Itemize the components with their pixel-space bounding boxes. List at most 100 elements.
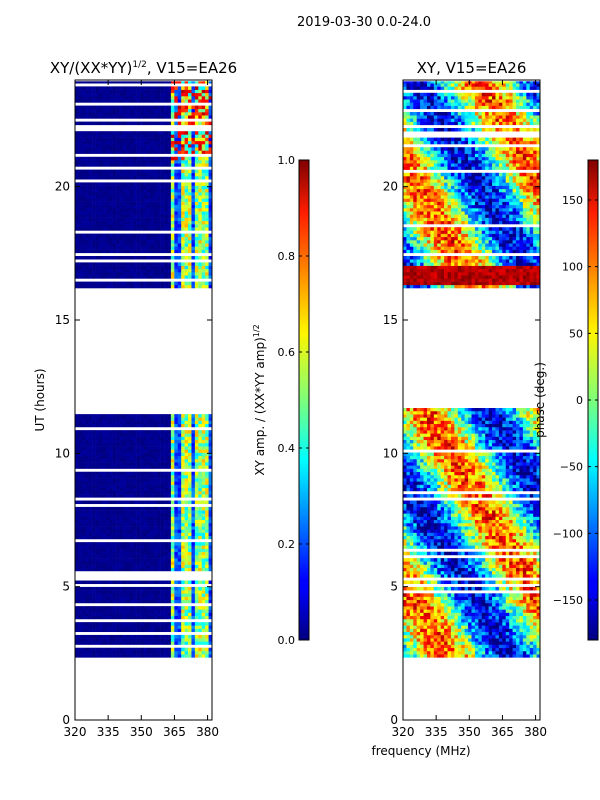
heatmap-cell xyxy=(122,246,127,250)
heatmap-cell xyxy=(85,612,89,617)
heatmap-cell xyxy=(150,414,155,418)
heatmap-cell xyxy=(95,650,100,655)
heatmap-cell xyxy=(150,580,155,585)
heatmap-cell xyxy=(112,224,117,228)
heatmap-cell xyxy=(95,506,100,511)
heatmap-cell xyxy=(184,529,189,533)
heatmap-cell xyxy=(105,236,110,241)
heatmap-cell xyxy=(143,134,148,138)
heatmap-cell xyxy=(88,487,93,492)
heatmap-cell xyxy=(85,471,89,476)
heatmap-cell xyxy=(444,634,448,639)
heatmap-cell xyxy=(188,224,192,228)
heatmap-cell xyxy=(164,281,168,286)
heatmap-cell xyxy=(126,638,131,642)
heatmap-cell xyxy=(481,650,486,655)
heatmap-cell xyxy=(98,265,103,270)
heatmap-cell xyxy=(194,590,199,594)
heatmap-cell xyxy=(205,554,209,559)
heatmap-cell xyxy=(126,634,131,639)
heatmap-cell xyxy=(170,513,175,517)
heatmap-cell xyxy=(102,430,107,434)
heatmap-cell xyxy=(136,112,141,116)
heatmap-cell xyxy=(533,634,537,639)
heatmap-cell xyxy=(474,644,479,649)
heatmap-cell xyxy=(177,112,182,116)
heatmap-cell xyxy=(184,137,189,142)
heatmap-cell xyxy=(184,567,189,572)
heatmap-cell xyxy=(119,596,124,601)
heatmap-cell xyxy=(129,446,134,450)
heatmap-cell xyxy=(81,500,86,505)
heatmap-cell xyxy=(81,281,86,286)
heatmap-cell xyxy=(75,612,79,617)
heatmap-cell xyxy=(170,647,175,652)
heatmap-cell xyxy=(201,217,206,222)
heatmap-cell xyxy=(85,462,89,466)
heatmap-cell xyxy=(78,137,83,142)
heatmap-cell xyxy=(85,150,89,154)
heatmap-cell xyxy=(92,108,96,113)
heatmap-cell xyxy=(198,567,203,572)
heatmap-cell xyxy=(85,622,89,626)
heatmap-cell xyxy=(126,487,131,492)
heatmap-cell xyxy=(164,249,168,254)
heatmap-cell xyxy=(157,609,161,613)
heatmap-cell xyxy=(194,545,199,549)
heatmap-cell xyxy=(75,622,79,626)
heatmap-cell xyxy=(102,606,107,610)
heatmap-cell xyxy=(75,262,79,266)
heatmap-cell xyxy=(105,490,110,495)
heatmap-cell xyxy=(81,526,86,530)
heatmap-cell xyxy=(136,599,141,604)
heatmap-cell xyxy=(119,185,124,190)
heatmap-cell xyxy=(146,201,151,206)
heatmap-cell xyxy=(116,625,120,629)
heatmap-cell xyxy=(164,545,168,549)
heatmap-cell xyxy=(205,474,209,479)
heatmap-cell xyxy=(102,262,107,266)
heatmap-cell xyxy=(181,478,185,482)
heatmap-cell xyxy=(164,567,168,572)
heatmap-cell xyxy=(95,519,100,524)
heatmap-cell xyxy=(116,609,120,613)
heatmap-cell xyxy=(95,529,100,533)
heatmap-cell xyxy=(208,529,212,533)
heatmap-cell xyxy=(140,535,144,540)
heatmap-cell xyxy=(157,99,161,103)
heatmap-cell xyxy=(471,634,476,639)
heatmap-cell xyxy=(160,112,165,116)
heatmap-cell xyxy=(105,634,110,639)
heatmap-cell xyxy=(184,134,189,138)
heatmap-cell xyxy=(150,275,155,279)
heatmap-cell xyxy=(126,612,131,617)
heatmap-cell xyxy=(122,484,127,489)
heatmap-cell xyxy=(102,641,107,645)
heatmap-cell xyxy=(208,217,212,222)
heatmap-cell xyxy=(170,580,175,585)
heatmap-cell xyxy=(177,208,182,212)
heatmap-cell xyxy=(122,134,127,138)
heatmap-cell xyxy=(498,628,503,633)
heatmap-cell xyxy=(181,233,185,238)
heatmap-cell xyxy=(160,462,165,466)
heatmap-cell xyxy=(146,638,151,642)
heatmap-cell xyxy=(153,465,158,469)
heatmap-cell xyxy=(133,474,137,479)
heatmap-cell xyxy=(153,182,158,186)
heatmap-cell xyxy=(150,417,155,421)
heatmap-cell xyxy=(198,606,203,610)
heatmap-cell xyxy=(416,628,421,633)
heatmap-cell xyxy=(109,494,113,498)
heatmap-cell xyxy=(81,474,86,479)
heatmap-cell xyxy=(194,188,199,193)
heatmap-cell xyxy=(468,628,472,633)
heatmap-cell xyxy=(112,121,117,126)
heatmap-cell xyxy=(105,227,110,231)
heatmap-cell xyxy=(119,268,124,273)
heatmap-cell xyxy=(126,99,131,103)
heatmap-cell xyxy=(194,433,199,437)
heatmap-cell xyxy=(122,510,127,514)
heatmap-cell xyxy=(81,176,86,180)
heatmap-cell xyxy=(126,455,131,460)
